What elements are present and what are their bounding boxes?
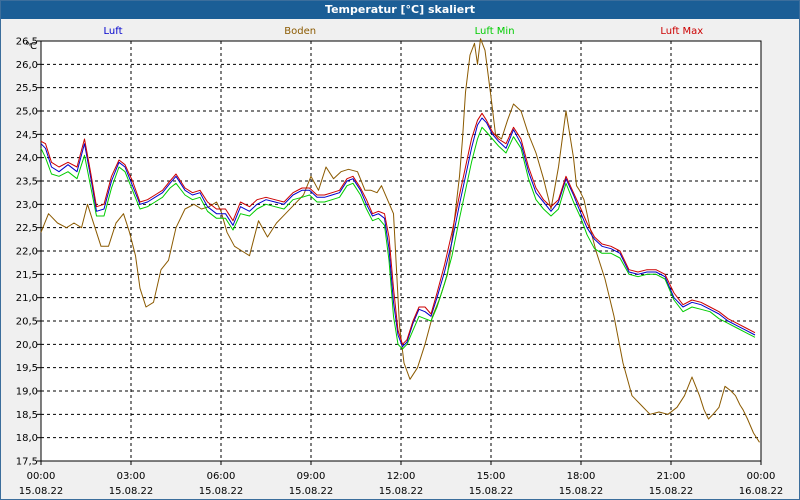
y-tick-label: 22,5 bbox=[16, 223, 38, 234]
y-tick-label: 23,5 bbox=[16, 177, 38, 188]
x-tick-date: 15.08.22 bbox=[649, 486, 694, 497]
x-tick-date: 15.08.22 bbox=[379, 486, 424, 497]
x-tick-time: 09:00 bbox=[297, 471, 326, 482]
y-tick-label: 25,5 bbox=[16, 83, 38, 94]
y-tick-label: 19,0 bbox=[16, 387, 38, 398]
legend-entry-luft-min: Luft Min bbox=[475, 26, 515, 37]
x-tick-date: 15.08.22 bbox=[469, 486, 514, 497]
legend-entry-luft: Luft bbox=[104, 26, 123, 37]
x-tick-time: 18:00 bbox=[567, 471, 596, 482]
y-tick-label: 26,0 bbox=[16, 60, 38, 71]
legend-entry-luft-max: Luft Max bbox=[660, 26, 703, 37]
x-tick-time: 12:00 bbox=[387, 471, 416, 482]
y-tick-label: 25,0 bbox=[16, 107, 38, 118]
x-tick-date: 16.08.22 bbox=[739, 486, 784, 497]
series-line-boden bbox=[40, 38, 760, 443]
y-tick-label: 18,5 bbox=[16, 410, 38, 421]
x-axis-ticks: 00:00 15.08.22 03:00 15.08.22 06:00 15.08.22 0… bbox=[19, 461, 784, 497]
series-line-luft-min bbox=[40, 126, 756, 350]
series-line-luft-max bbox=[40, 112, 756, 345]
y-tick-label: 19,5 bbox=[16, 363, 38, 374]
y-tick-label: 21,0 bbox=[16, 293, 38, 304]
x-tick-date: 15.08.22 bbox=[19, 486, 64, 497]
legend: Luft Boden Luft Min Luft Max bbox=[104, 26, 704, 37]
y-tick-label: 20,0 bbox=[16, 340, 38, 351]
series-lines bbox=[40, 38, 760, 443]
y-axis-unit-label: °C bbox=[25, 41, 37, 52]
y-tick-label: 26,5 bbox=[16, 37, 38, 48]
y-tick-label: 20,5 bbox=[16, 317, 38, 328]
window-title: Temperatur [°C] skaliert bbox=[1, 1, 799, 19]
y-tick-label: 17,5 bbox=[16, 457, 38, 468]
x-tick-time: 00:00 bbox=[27, 471, 56, 482]
y-tick-label: 24,5 bbox=[16, 130, 38, 141]
grid-lines bbox=[41, 41, 761, 461]
y-tick-label: 22,0 bbox=[16, 247, 38, 258]
y-tick-label: 24,0 bbox=[16, 153, 38, 164]
legend-entry-boden: Boden bbox=[284, 26, 316, 37]
x-tick-time: 15:00 bbox=[477, 471, 506, 482]
y-tick-label: 18,0 bbox=[16, 433, 38, 444]
x-tick-time: 06:00 bbox=[207, 471, 236, 482]
temperature-chart: 17,5 18,0 18,5 19,0 19,5 20,0 20,5 21,0 21,5 22,0… bbox=[16, 26, 784, 497]
y-axis-ticks: 17,5 18,0 18,5 19,0 19,5 20,0 20,5 21,0 21,5 22,0… bbox=[16, 37, 41, 468]
series-line-luft bbox=[40, 117, 756, 348]
x-tick-date: 15.08.22 bbox=[289, 486, 334, 497]
x-tick-date: 15.08.22 bbox=[199, 486, 244, 497]
y-tick-label: 23,0 bbox=[16, 200, 38, 211]
x-tick-time: 21:00 bbox=[657, 471, 686, 482]
y-tick-label: 21,5 bbox=[16, 270, 38, 281]
x-tick-date: 15.08.22 bbox=[109, 486, 154, 497]
x-tick-time: 03:00 bbox=[117, 471, 146, 482]
x-tick-date: 15.08.22 bbox=[559, 486, 604, 497]
x-tick-time: 00:00 bbox=[747, 471, 776, 482]
